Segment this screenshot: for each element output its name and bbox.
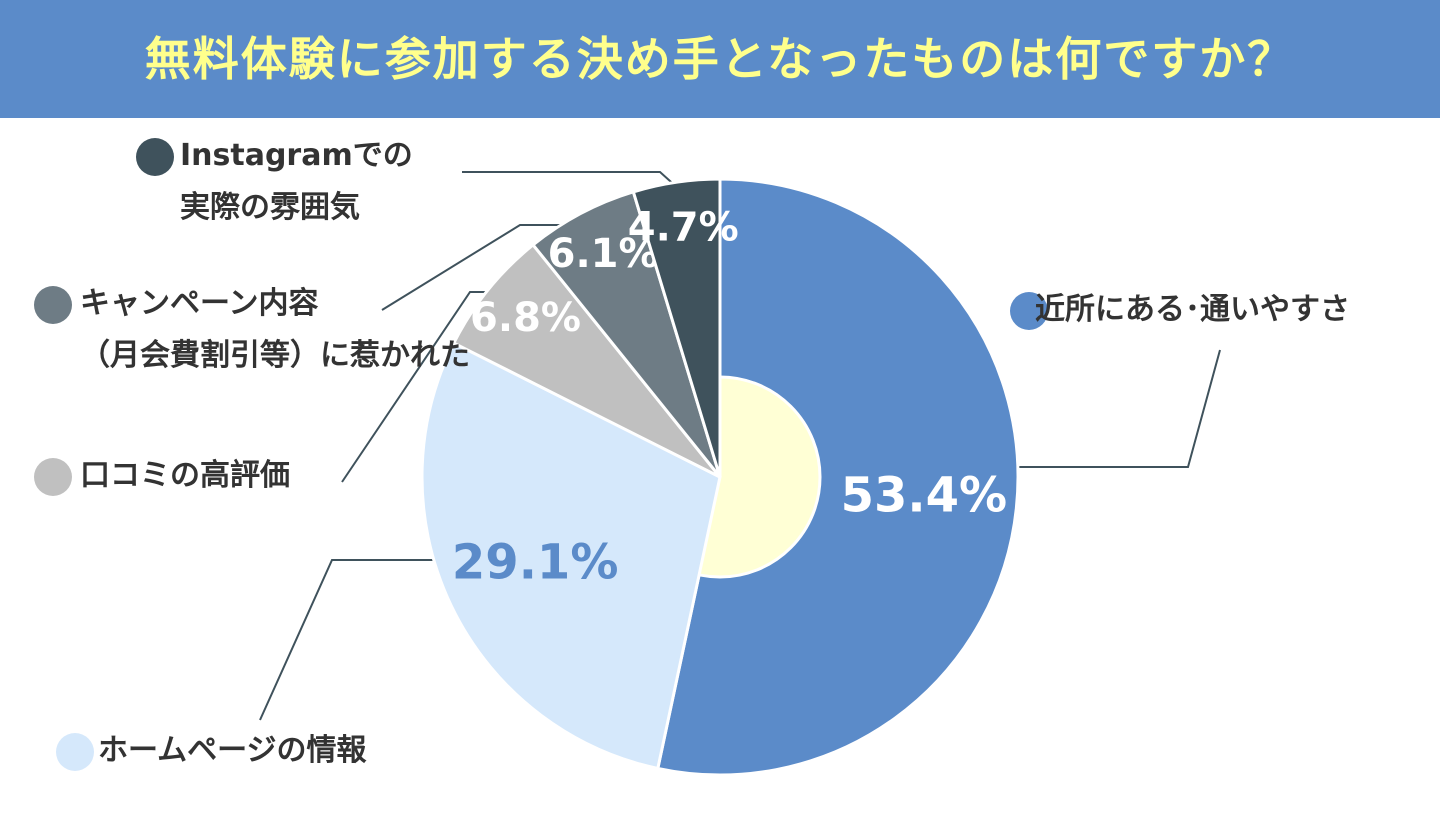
legend-label: Instagramでの 実際の雰囲気 <box>180 138 413 225</box>
slice <box>451 242 722 479</box>
legend-marker <box>34 286 72 324</box>
value-label: 4.7% <box>628 205 739 251</box>
leader-line <box>995 349 1221 468</box>
value-label: 6.8% <box>470 295 581 341</box>
legend-marker <box>34 458 72 496</box>
value-label: 6.1% <box>548 231 659 277</box>
legend-marker <box>56 733 94 771</box>
value-label: 53.4% <box>841 468 1008 524</box>
legend-label: 口コミの高評価 <box>80 458 290 493</box>
slice <box>656 177 1020 777</box>
slice <box>420 341 722 771</box>
chart-title: 無料体験に参加する決め手となったものは何ですか？ <box>0 0 1440 118</box>
legend-marker <box>136 138 174 176</box>
value-label: 29.1% <box>452 535 619 591</box>
legend-label: 近所にある･通いやすさ <box>1035 292 1350 327</box>
slice <box>631 177 722 478</box>
leader-line <box>259 559 462 721</box>
legend-label: キャンペーン内容 （月会費割引等）に惹かれた <box>80 286 470 373</box>
legend-label: ホームページの情報 <box>98 733 367 768</box>
legend-marker <box>1010 292 1048 330</box>
